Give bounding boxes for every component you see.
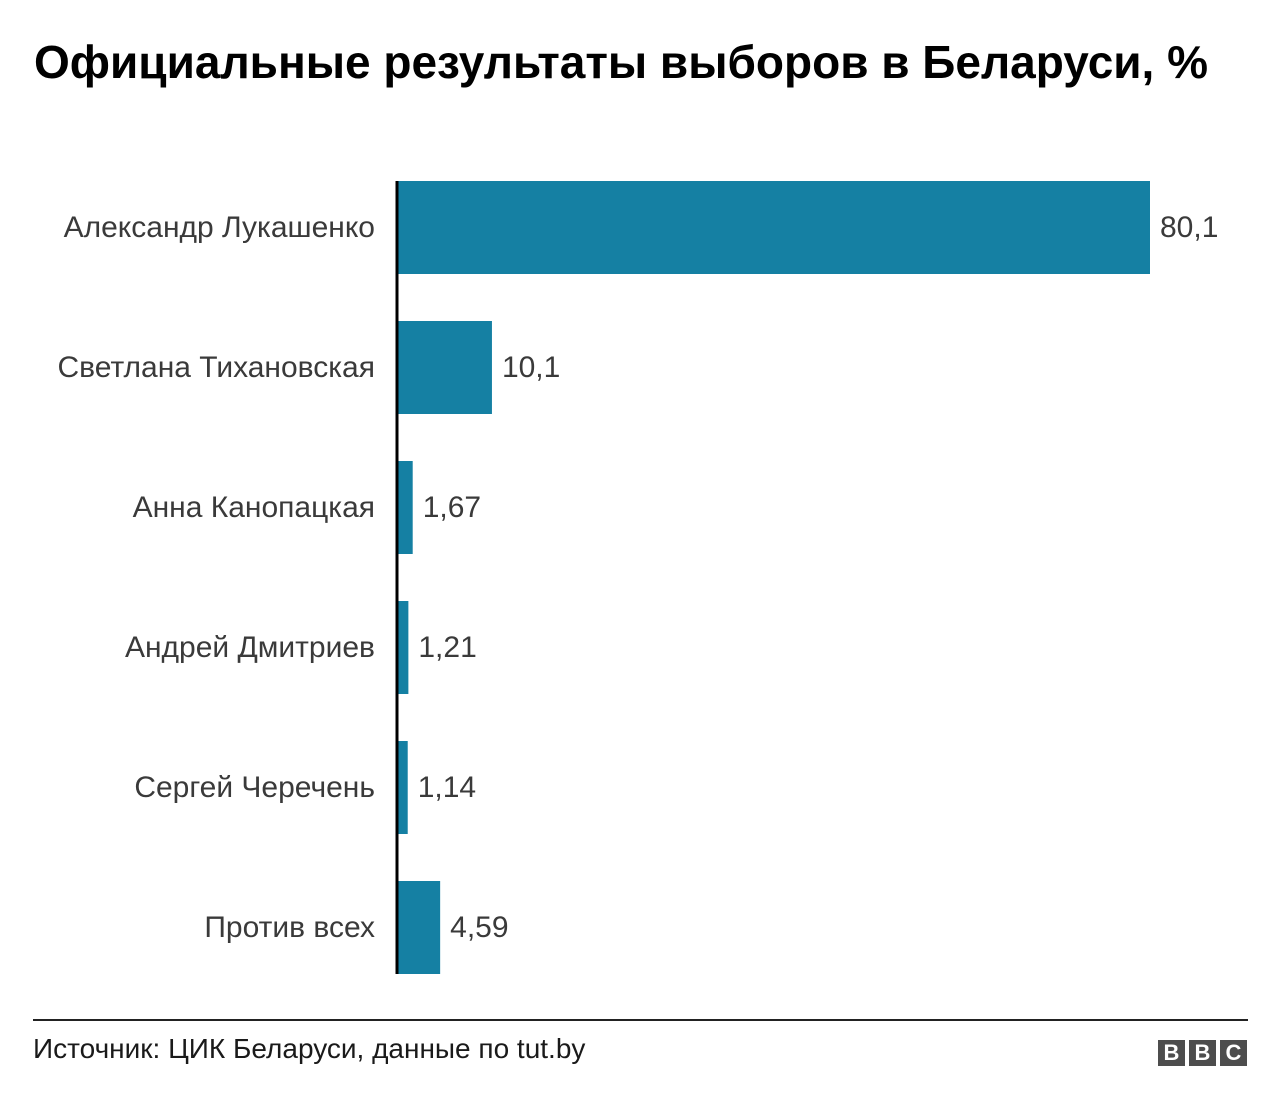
category-label: Андрей Дмитриев <box>125 631 375 664</box>
bbc-logo-letter: B <box>1189 1040 1216 1066</box>
value-label: 80,1 <box>1160 211 1218 244</box>
bar <box>397 321 492 414</box>
footer-divider <box>33 1019 1248 1021</box>
category-label: Сергей Черечень <box>134 771 375 804</box>
bar <box>397 181 1150 274</box>
category-label: Александр Лукашенко <box>64 211 375 244</box>
category-label: Анна Канопацкая <box>133 491 375 524</box>
bar-chart: Александр Лукашенко 80,1 Светлана Тихановс… <box>58 181 1218 974</box>
category-label: Против всех <box>204 911 375 944</box>
bar <box>397 881 441 974</box>
bbc-logo-letter: B <box>1158 1040 1185 1066</box>
source-note: Источник: ЦИК Беларуси, данные по tut.by <box>33 1033 586 1064</box>
category-label: Светлана Тихановская <box>58 351 376 384</box>
value-label: 10,1 <box>502 351 560 384</box>
bbc-logo: B B C <box>1158 1040 1247 1066</box>
value-label: 4,59 <box>450 911 508 944</box>
bar <box>397 741 408 834</box>
bbc-logo-letter: C <box>1220 1040 1247 1066</box>
value-label: 1,21 <box>418 631 476 664</box>
bar <box>397 601 409 694</box>
bar <box>397 461 413 554</box>
chart-title: Официальные результаты выборов в Беларус… <box>34 36 1209 88</box>
value-label: 1,14 <box>418 771 476 804</box>
value-label: 1,67 <box>423 491 481 524</box>
